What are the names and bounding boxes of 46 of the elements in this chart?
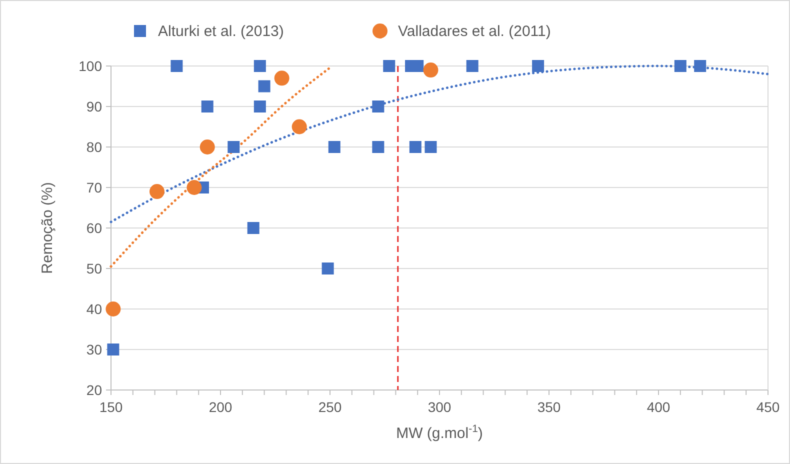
point [107,344,120,356]
y-tick-label: 30 [86,342,102,358]
point [170,60,183,72]
point [372,141,384,153]
y-tick-label: 80 [86,139,102,155]
point [532,60,544,72]
legend-label: Valladares et al. (2011) [398,23,551,40]
x-tick-label: 300 [428,399,452,415]
point [328,141,340,153]
point [274,70,290,86]
point [254,60,266,72]
point [466,60,478,72]
y-tick-label: 40 [86,301,102,317]
point [247,222,260,234]
point [372,100,384,112]
point [186,180,202,195]
point [200,140,215,154]
x-tick-label: 250 [318,399,342,415]
legend-label: Alturki et al. (2013) [158,23,284,40]
point [409,141,422,153]
point [258,80,270,92]
point [322,262,334,274]
x-axis-title: MW (g.mol$^{-1}$) [396,423,483,442]
x-tick-label: 150 [99,399,123,415]
x-tick-label: 450 [756,399,780,415]
point [424,141,437,153]
point [201,100,214,112]
point [149,184,164,200]
point [254,100,266,112]
y-tick-label: 60 [86,220,102,236]
point [106,302,121,316]
y-tick-label: 100 [78,58,102,74]
point [674,60,686,72]
point [228,141,240,153]
point [694,60,706,72]
x-tick-label: 200 [208,399,232,415]
point [383,60,396,72]
point [423,62,438,78]
point [292,119,307,134]
y-tick-label: 50 [86,260,102,276]
y-tick-label: 20 [86,382,102,398]
x-tick-label: 350 [537,399,561,415]
x-tick-label: 400 [646,399,670,415]
y-tick-label: 70 [86,180,102,196]
y-tick-label: 90 [86,98,102,114]
y-axis-title: Remoção (%) [39,182,56,274]
